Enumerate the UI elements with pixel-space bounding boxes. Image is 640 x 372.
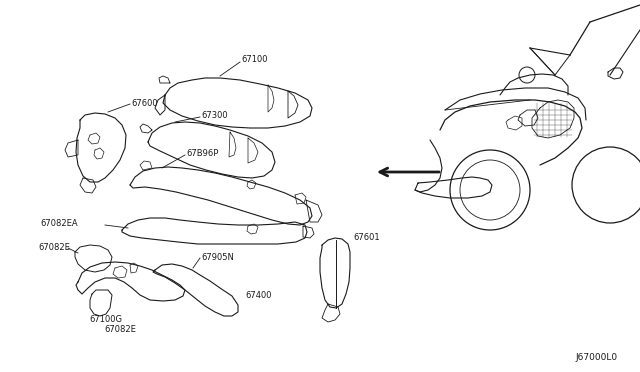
Text: 67100G: 67100G bbox=[89, 315, 122, 324]
Text: 67601: 67601 bbox=[353, 234, 380, 243]
Text: 67B96P: 67B96P bbox=[186, 150, 218, 158]
Text: J67000L0: J67000L0 bbox=[576, 353, 618, 362]
Text: 67082EA: 67082EA bbox=[40, 219, 77, 228]
Text: 67082E: 67082E bbox=[104, 326, 136, 334]
Text: 67300: 67300 bbox=[201, 112, 228, 121]
Text: 67082E: 67082E bbox=[38, 243, 70, 251]
Text: 67905N: 67905N bbox=[201, 253, 234, 262]
Text: 67100: 67100 bbox=[241, 55, 268, 64]
Text: 67600: 67600 bbox=[131, 99, 157, 108]
Text: 67400: 67400 bbox=[245, 291, 271, 299]
